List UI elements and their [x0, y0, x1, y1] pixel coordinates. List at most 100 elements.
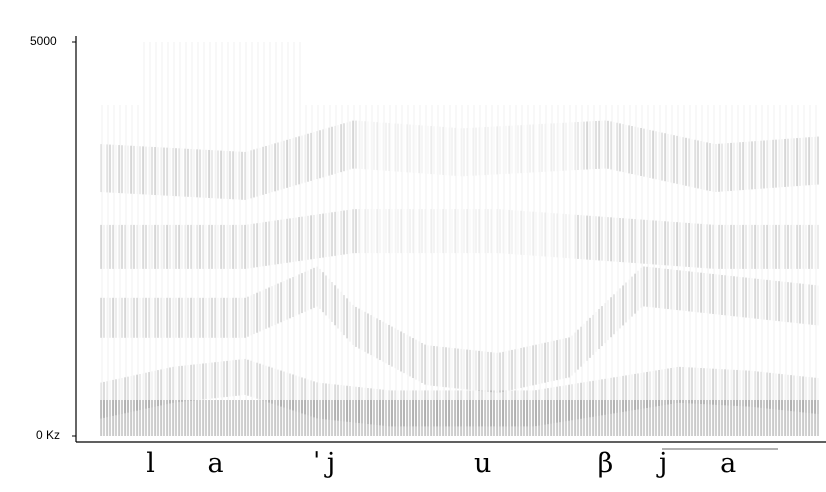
- voicing-bar-slice: [493, 400, 495, 436]
- formant-band-slice: [181, 365, 183, 402]
- formant-band-slice: [595, 216, 597, 261]
- voicing-bar-slice: [271, 400, 273, 436]
- formant-band-slice: [148, 372, 150, 409]
- formant-band-slice: [802, 376, 804, 413]
- formant-band-slice: [556, 340, 558, 381]
- voicing-bar-slice: [619, 400, 621, 436]
- voicing-bar-slice: [550, 400, 552, 436]
- voicing-bar-slice: [532, 400, 534, 436]
- formant-band-slice: [625, 125, 627, 173]
- formant-band-slice: [427, 209, 429, 253]
- formant-band-slice: [433, 209, 435, 254]
- formant-band-slice: [817, 136, 819, 185]
- segment-label: a: [720, 448, 737, 479]
- formant-band-slice: [469, 390, 471, 427]
- formant-band-slice: [127, 376, 129, 413]
- formant-band-slice: [256, 362, 258, 399]
- formant-band-slice: [595, 121, 597, 170]
- formant-band-slice: [166, 368, 168, 405]
- formant-band-slice: [118, 224, 120, 269]
- voicing-bar-slice: [766, 400, 768, 436]
- formant-band-slice: [745, 370, 747, 407]
- formant-band-slice: [637, 219, 639, 263]
- formant-band-slice: [223, 224, 225, 269]
- formant-band-slice: [259, 223, 261, 267]
- formant-band-slice: [589, 317, 591, 358]
- formant-band-slice: [373, 317, 375, 357]
- formant-band-slice: [205, 149, 207, 198]
- formant-band-slice: [652, 130, 654, 179]
- formant-band-slice: [796, 283, 798, 324]
- voicing-bar-slice: [235, 400, 237, 436]
- voicing-bar-slice: [628, 400, 630, 436]
- formant-band-slice: [796, 224, 798, 269]
- formant-band-slice: [247, 359, 249, 396]
- formant-band-slice: [655, 220, 657, 265]
- formant-band-slice: [565, 385, 567, 422]
- formant-band-slice: [799, 137, 801, 186]
- formant-band-slice: [451, 209, 453, 253]
- formant-band-slice: [481, 390, 483, 427]
- voicing-bar-slice: [661, 400, 663, 436]
- formant-band-slice: [343, 210, 345, 255]
- voicing-bar-slice: [211, 400, 213, 436]
- formant-band-slice: [508, 350, 510, 391]
- formant-band-slice: [268, 221, 270, 266]
- voicing-bar-slice: [283, 400, 285, 436]
- formant-band-slice: [394, 390, 396, 427]
- formant-band-slice: [283, 371, 285, 408]
- formant-band-slice: [331, 212, 333, 257]
- formant-band-slice: [808, 224, 810, 269]
- voicing-bar-slice: [400, 400, 402, 436]
- voicing-bar-slice: [511, 400, 513, 436]
- formant-band-slice: [322, 129, 324, 178]
- voicing-bar-slice: [811, 400, 813, 436]
- voicing-bar-slice: [382, 400, 384, 436]
- formant-band-slice: [391, 123, 393, 171]
- voicing-bar-slice: [199, 400, 201, 436]
- formant-band-slice: [622, 124, 624, 173]
- voicing-bar-slice: [112, 400, 114, 436]
- voicing-bar-slice: [502, 400, 504, 436]
- voicing-bar-slice: [208, 400, 210, 436]
- formant-band-slice: [544, 342, 546, 383]
- formant-band-slice: [442, 209, 444, 254]
- formant-band-slice: [355, 386, 357, 423]
- formant-band-slice: [637, 270, 639, 311]
- formant-band-slice: [700, 223, 702, 268]
- formant-band-slice: [565, 214, 567, 259]
- formant-band-slice: [103, 381, 105, 418]
- formant-band-slice: [331, 126, 333, 175]
- formant-band-slice: [652, 267, 654, 308]
- voicing-bar-slice: [529, 400, 531, 436]
- formant-band-slice: [715, 368, 717, 405]
- formant-band-slice: [421, 390, 423, 427]
- formant-band-slice: [280, 370, 282, 407]
- formant-band-slice: [811, 284, 813, 325]
- segment-label: a: [207, 448, 224, 479]
- formant-band-slice: [172, 366, 174, 403]
- formant-band-slice: [535, 212, 537, 256]
- formant-band-slice: [208, 297, 210, 338]
- formant-band-slice: [457, 209, 459, 253]
- formant-band-slice: [328, 127, 330, 176]
- voicing-bar-slice: [244, 400, 246, 436]
- formant-band-slice: [298, 136, 300, 185]
- formant-band-slice: [817, 224, 819, 269]
- formant-band-slice: [232, 224, 234, 269]
- formant-band-slice: [559, 214, 561, 258]
- voicing-bar-slice: [763, 400, 765, 436]
- formant-band-slice: [109, 144, 111, 193]
- voicing-bar-slice: [343, 400, 345, 436]
- formant-band-slice: [367, 313, 369, 354]
- formant-band-slice: [145, 297, 147, 338]
- formant-band-slice: [502, 390, 504, 427]
- formant-band-slice: [697, 223, 699, 268]
- voicing-bar-slice: [721, 400, 723, 436]
- formant-band-slice: [424, 344, 426, 385]
- voicing-bar-slice: [754, 400, 756, 436]
- formant-band-slice: [376, 209, 378, 254]
- voicing-bar-slice: [322, 400, 324, 436]
- formant-band-slice: [229, 361, 231, 397]
- voicing-bar-slice: [817, 400, 819, 436]
